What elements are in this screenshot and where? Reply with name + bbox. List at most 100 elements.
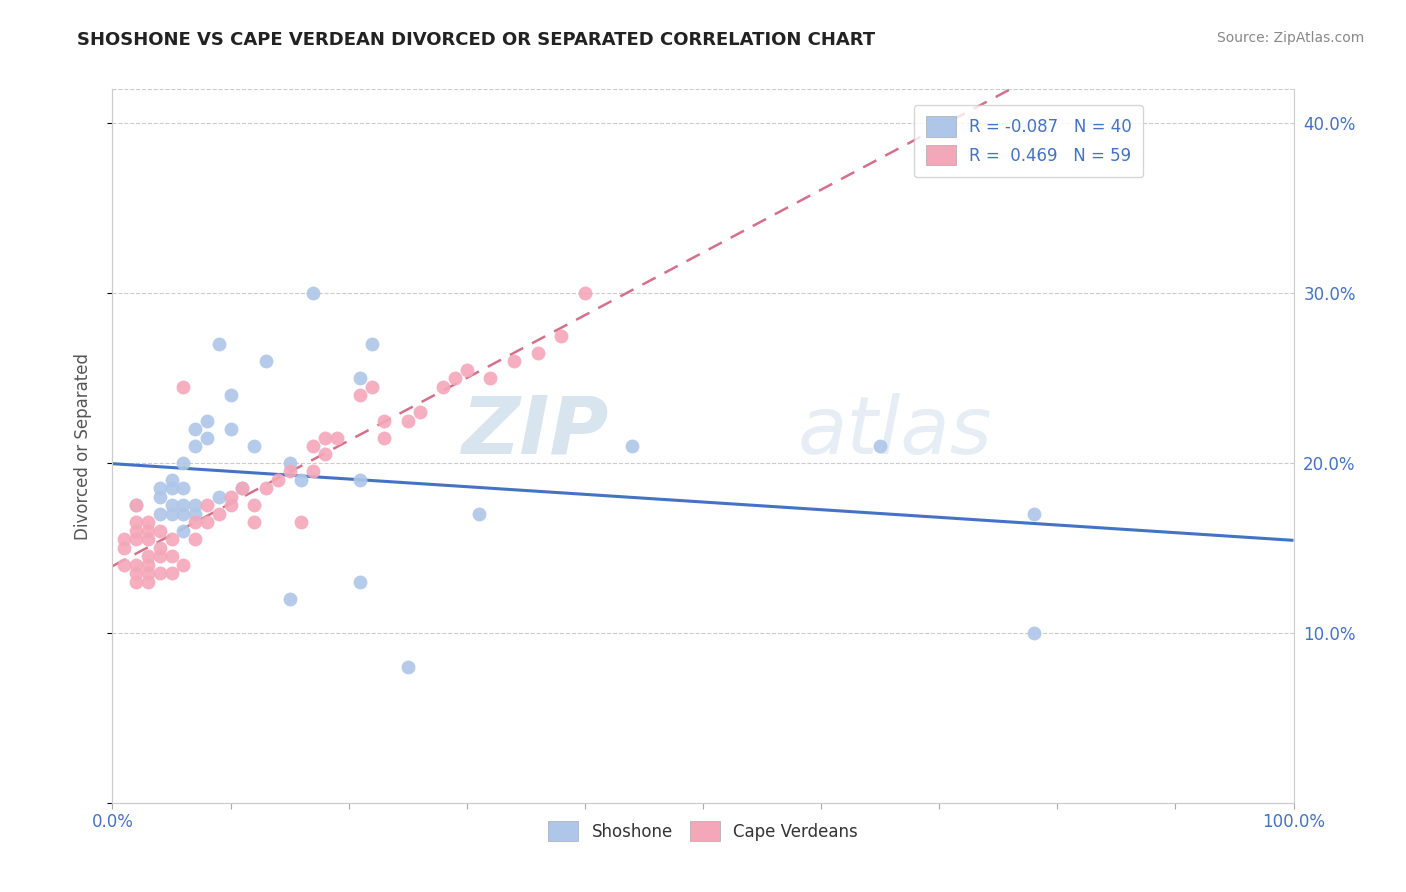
Point	[219, 490, 242, 504]
Point	[290, 516, 312, 530]
Point	[219, 388, 242, 402]
Point	[278, 591, 301, 606]
Point	[160, 549, 183, 564]
Point	[172, 379, 194, 393]
Point	[219, 499, 242, 513]
Point	[149, 482, 172, 496]
Point	[160, 499, 183, 513]
Point	[136, 566, 159, 581]
Point	[243, 516, 266, 530]
Point	[149, 507, 172, 521]
Point	[149, 490, 172, 504]
Point	[361, 337, 384, 351]
Point	[373, 430, 395, 444]
Point	[231, 482, 253, 496]
Point	[444, 371, 467, 385]
Point	[314, 448, 336, 462]
Point	[349, 388, 371, 402]
Point	[195, 499, 218, 513]
Point	[526, 345, 548, 359]
Point	[136, 516, 159, 530]
Point	[136, 574, 159, 589]
Point	[373, 413, 395, 427]
Point	[125, 533, 148, 547]
Point	[231, 482, 253, 496]
Point	[172, 524, 194, 538]
Point	[112, 533, 135, 547]
Point	[550, 328, 572, 343]
Point	[160, 566, 183, 581]
Point	[125, 566, 148, 581]
Point	[184, 422, 207, 436]
Point	[396, 413, 419, 427]
Point	[1022, 507, 1045, 521]
Point	[149, 566, 172, 581]
Point	[184, 499, 207, 513]
Point	[172, 558, 194, 572]
Point	[112, 541, 135, 555]
Point	[302, 286, 325, 301]
Point	[125, 516, 148, 530]
Point	[349, 473, 371, 487]
Point	[314, 430, 336, 444]
Point	[184, 439, 207, 453]
Point	[160, 533, 183, 547]
Point	[278, 456, 301, 470]
Text: SHOSHONE VS CAPE VERDEAN DIVORCED OR SEPARATED CORRELATION CHART: SHOSHONE VS CAPE VERDEAN DIVORCED OR SEP…	[77, 31, 876, 49]
Point	[112, 558, 135, 572]
Point	[195, 413, 218, 427]
Point	[243, 499, 266, 513]
Point	[172, 456, 194, 470]
Point	[160, 507, 183, 521]
Point	[195, 430, 218, 444]
Point	[396, 660, 419, 674]
Point	[195, 516, 218, 530]
Point	[160, 482, 183, 496]
Legend: Shoshone, Cape Verdeans: Shoshone, Cape Verdeans	[541, 814, 865, 848]
Point	[172, 507, 194, 521]
Point	[479, 371, 502, 385]
Point	[125, 499, 148, 513]
Point	[172, 499, 194, 513]
Point	[172, 482, 194, 496]
Point	[208, 490, 231, 504]
Point	[254, 482, 277, 496]
Point	[136, 549, 159, 564]
Point	[326, 430, 349, 444]
Point	[349, 371, 371, 385]
Point	[278, 465, 301, 479]
Point	[184, 533, 207, 547]
Text: atlas: atlas	[797, 392, 993, 471]
Point	[208, 507, 231, 521]
Point	[574, 286, 596, 301]
Point	[467, 507, 489, 521]
Point	[290, 473, 312, 487]
Point	[219, 422, 242, 436]
Point	[184, 507, 207, 521]
Point	[125, 574, 148, 589]
Point	[621, 439, 644, 453]
Point	[125, 558, 148, 572]
Point	[869, 439, 891, 453]
Point	[208, 337, 231, 351]
Text: ZIP: ZIP	[461, 392, 609, 471]
Point	[149, 541, 172, 555]
Point	[243, 439, 266, 453]
Text: Source: ZipAtlas.com: Source: ZipAtlas.com	[1216, 31, 1364, 45]
Point	[136, 533, 159, 547]
Point	[125, 499, 148, 513]
Point	[302, 439, 325, 453]
Point	[361, 379, 384, 393]
Point	[503, 354, 526, 368]
Point	[149, 524, 172, 538]
Point	[267, 473, 290, 487]
Point	[136, 558, 159, 572]
Point	[149, 549, 172, 564]
Point	[125, 524, 148, 538]
Point	[349, 574, 371, 589]
Point	[136, 524, 159, 538]
Point	[184, 516, 207, 530]
Point	[432, 379, 454, 393]
Point	[456, 362, 478, 376]
Point	[160, 473, 183, 487]
